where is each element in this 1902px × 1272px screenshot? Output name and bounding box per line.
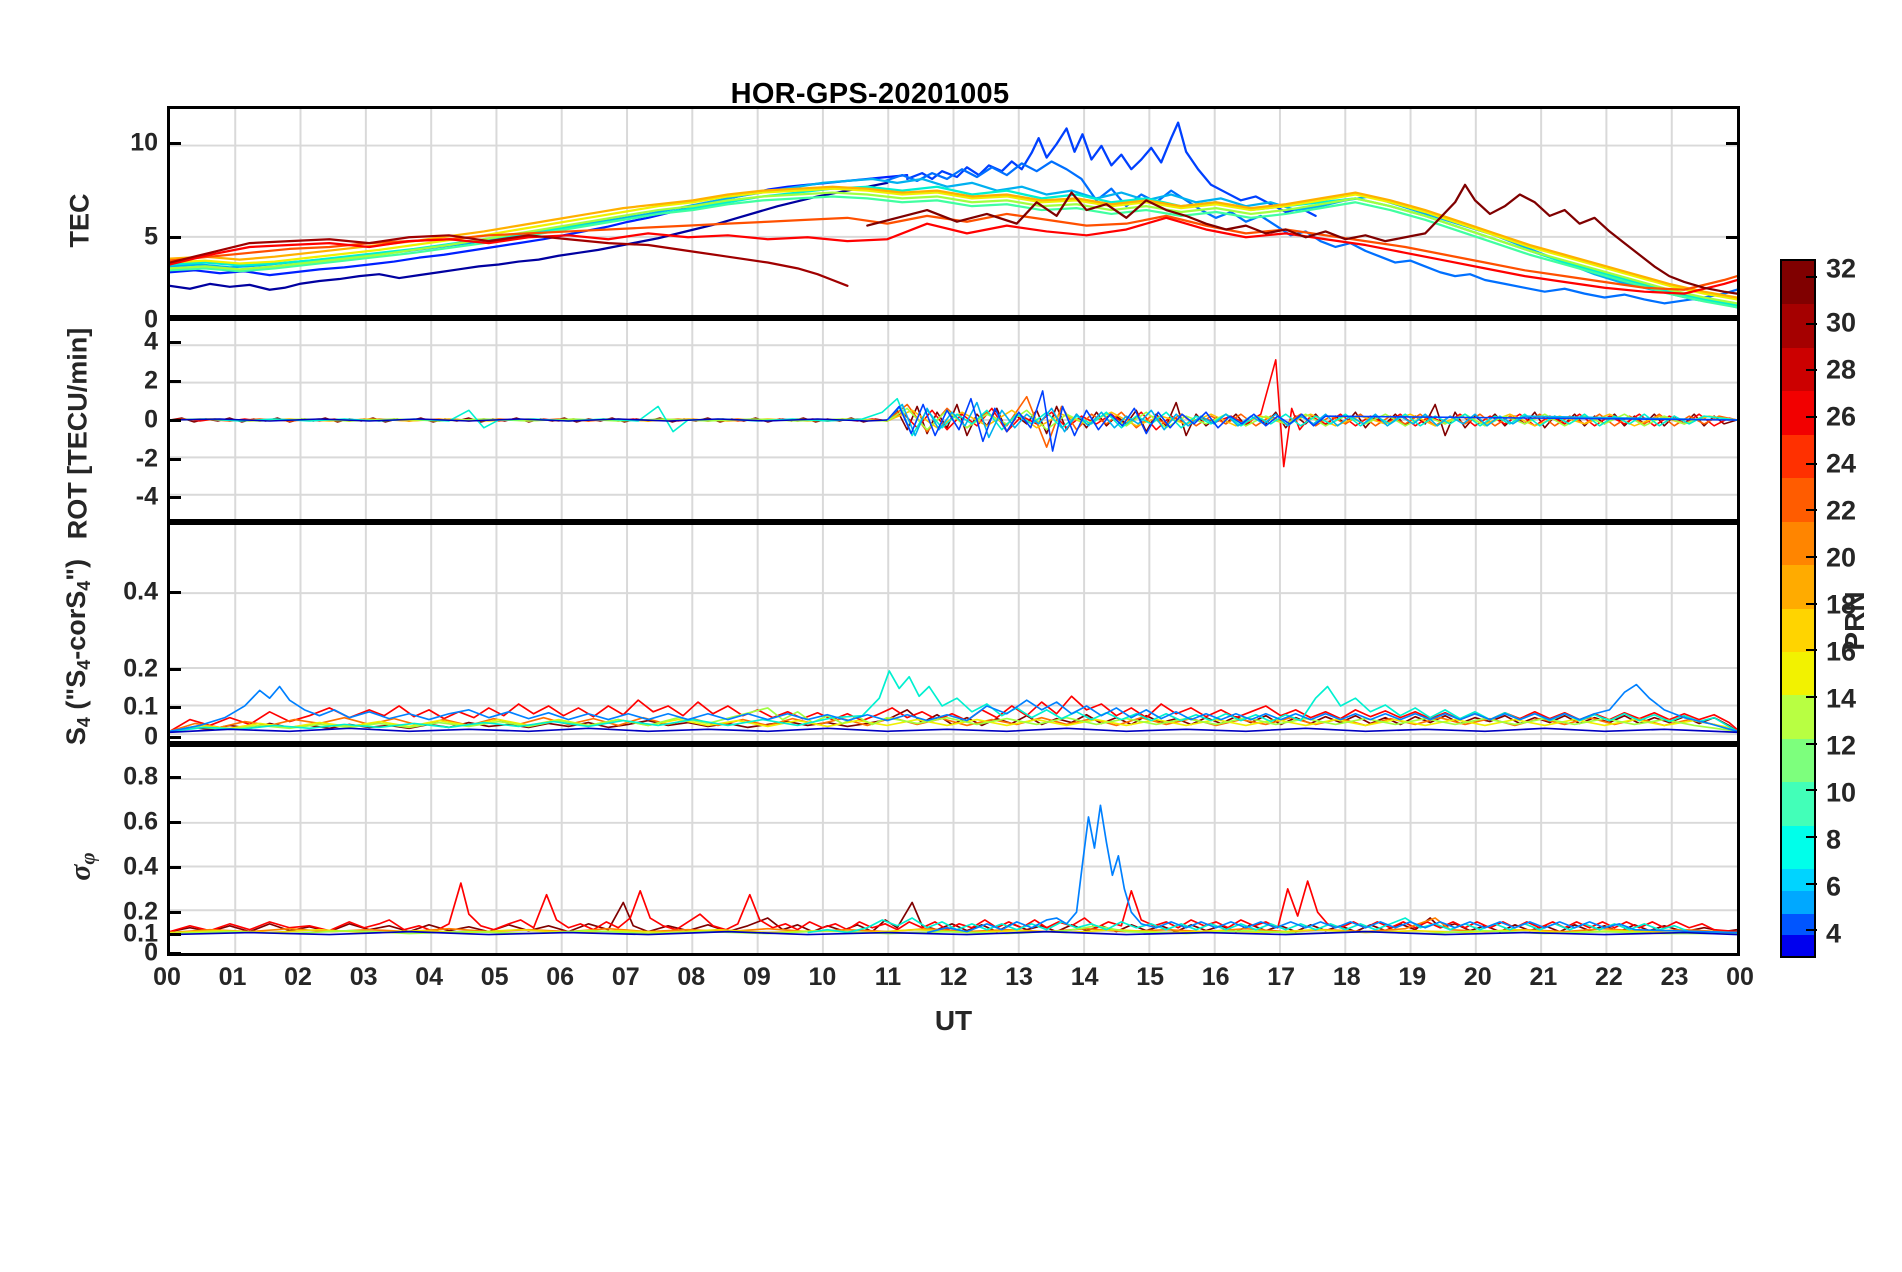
ytick-label: 0.1	[123, 919, 158, 948]
ytick-label: 0	[144, 405, 158, 434]
tick-mark	[167, 496, 181, 499]
xtick-label: 10	[808, 963, 837, 991]
xtick-label: 07	[611, 963, 640, 991]
xtick-label: 20	[1463, 963, 1492, 991]
colorbar-tick-label: 22	[1826, 495, 1857, 526]
xtick-label: 23	[1660, 963, 1689, 991]
ytick-label: 0.2	[123, 654, 158, 683]
xtick-label: 03	[349, 963, 378, 991]
colorbar-gradient	[1780, 259, 1816, 958]
tick-mark	[167, 736, 181, 739]
colorbar-tick-label: 30	[1826, 307, 1857, 338]
tick-mark	[167, 952, 181, 955]
xtick-label: 08	[677, 963, 706, 991]
xtick-label: 00	[153, 963, 181, 991]
tick-mark	[167, 776, 181, 779]
ytick-label: 0	[144, 722, 158, 751]
ytick-label-panel1-zero: 0	[144, 305, 158, 334]
xtick-label: 01	[218, 963, 247, 991]
xtick-label: 11	[874, 963, 902, 991]
xtick-label: 00	[1726, 963, 1754, 991]
page-title: HOR-GPS-20201005	[730, 78, 1010, 110]
xtick-label: 02	[284, 963, 312, 991]
xtick-label: 18	[1332, 963, 1361, 991]
ytick-label: 0.2	[123, 897, 158, 926]
panel-sigma-phi-ylabel: σφ	[63, 852, 100, 881]
colorbar-tick-label: 12	[1826, 730, 1857, 761]
panel-sigma-phi-plot	[170, 747, 1737, 953]
tick-mark	[167, 380, 181, 383]
panel-sigma-phi	[167, 744, 1740, 956]
panel-tec-ylabel: TEC	[65, 141, 96, 301]
ytick-label: 10	[130, 128, 158, 157]
colorbar-tick-label: 32	[1826, 253, 1857, 284]
panel-tec-plot	[170, 109, 1737, 315]
tick-mark	[1726, 236, 1740, 239]
colorbar-tick-label: 8	[1826, 824, 1842, 855]
ytick-label: -2	[135, 444, 158, 473]
tick-mark	[167, 591, 181, 594]
colorbar-tick-label: 14	[1826, 683, 1857, 714]
panel-rot	[167, 318, 1740, 522]
tick-mark	[167, 236, 181, 239]
colorbar-tick-label: 6	[1826, 871, 1842, 902]
ytick-label: 4	[144, 327, 158, 356]
xtick-label: 13	[1005, 963, 1033, 991]
xtick-label: 17	[1267, 963, 1296, 991]
panel-s4-ylabel: S4 ("S4-corS4")	[61, 558, 94, 746]
xtick-label: 19	[1398, 963, 1427, 991]
tick-mark	[167, 706, 181, 709]
colorbar-tick-label: 10	[1826, 777, 1857, 808]
tick-mark	[167, 419, 181, 422]
x-axis-label: UT	[934, 1005, 973, 1036]
ytick-label: 0.1	[123, 692, 158, 721]
panel-s4-plot	[170, 525, 1737, 741]
colorbar-tick-label: 18	[1826, 589, 1857, 620]
tick-mark	[167, 866, 181, 869]
ytick-label: -4	[135, 482, 158, 511]
colorbar-tick-label: 20	[1826, 542, 1857, 573]
xtick-label: 21	[1529, 963, 1558, 991]
xtick-label: 14	[1070, 963, 1099, 991]
tick-mark	[167, 458, 181, 461]
tick-mark	[1726, 142, 1740, 145]
ytick-label: 0.4	[123, 577, 158, 606]
xtick-label: 12	[939, 963, 968, 991]
tick-mark	[167, 341, 181, 344]
ytick-label: 5	[144, 222, 158, 251]
tick-mark	[167, 668, 181, 671]
panel-tec	[167, 106, 1740, 318]
colorbar-tick-label: 24	[1826, 448, 1857, 479]
ytick-label: 0.8	[123, 762, 158, 791]
colorbar-tick-label: 28	[1826, 354, 1857, 385]
colorbar[interactable]	[1780, 259, 1817, 958]
panel-s4	[167, 522, 1740, 744]
panel-tec-ylabel-text: TEC	[64, 193, 95, 248]
tick-mark	[167, 821, 181, 824]
xtick-label: 04	[415, 963, 444, 991]
xtick-label: 15	[1136, 963, 1164, 991]
ytick-label: 0.6	[123, 807, 158, 836]
tick-mark	[167, 911, 181, 914]
xtick-label: 06	[546, 963, 575, 991]
xtick-label: 16	[1201, 963, 1230, 991]
tick-mark	[167, 142, 181, 145]
xtick-label: 22	[1594, 963, 1623, 991]
ytick-label: 0	[144, 938, 158, 967]
panel-rot-plot	[170, 321, 1737, 519]
colorbar-tick-label: 26	[1826, 401, 1857, 432]
tick-mark	[167, 933, 181, 936]
colorbar-tick-label: 4	[1826, 918, 1842, 949]
xtick-label: 09	[742, 963, 771, 991]
ytick-label: 0.4	[123, 852, 158, 881]
ytick-label: 2	[144, 366, 158, 395]
colorbar-tick-label: 16	[1826, 636, 1857, 667]
xtick-label: 05	[480, 963, 509, 991]
colorbar-title: PRN	[1839, 591, 1870, 651]
